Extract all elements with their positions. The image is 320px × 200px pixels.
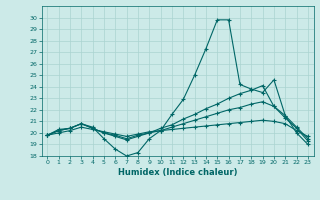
X-axis label: Humidex (Indice chaleur): Humidex (Indice chaleur) [118,168,237,177]
